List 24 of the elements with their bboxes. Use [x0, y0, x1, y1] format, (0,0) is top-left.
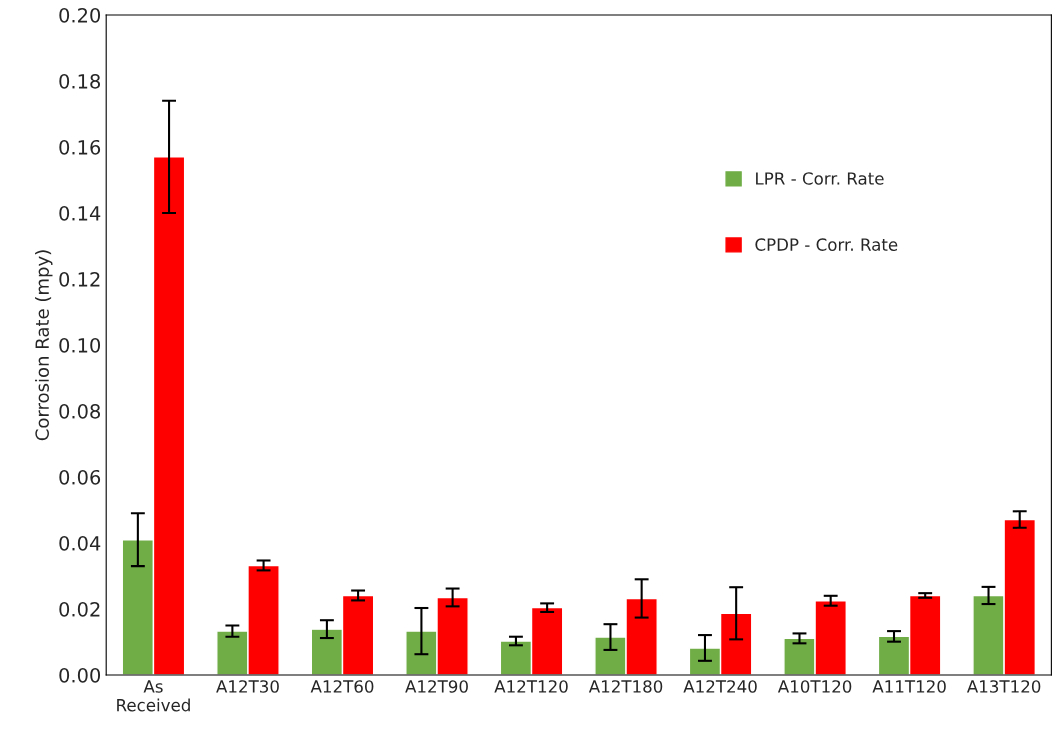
- x-tick-label: A10T120: [777, 680, 852, 693]
- x-tick-label: A13T120: [966, 680, 1041, 693]
- y-tick-label: 0.08: [59, 403, 101, 419]
- x-tick-label: A12T240: [683, 680, 757, 693]
- y-tick-label: 0.10: [59, 337, 101, 353]
- x-tick-label: A11T120: [872, 680, 946, 693]
- y-tick-label: 0.04: [59, 535, 101, 551]
- y-tick-label: 0.18: [59, 73, 101, 89]
- y-tick-label: 0.20: [59, 7, 101, 23]
- legend-label: LPR - Corr. Rate: [756, 172, 884, 185]
- x-tick-label: A12T60: [310, 680, 374, 693]
- x-tick-label: A12T180: [588, 680, 663, 693]
- y-tick-label: 0.06: [59, 469, 101, 485]
- y-tick-label: 0.02: [59, 601, 100, 617]
- y-tick-label: 0.16: [59, 139, 101, 155]
- x-tick-label: A12T90: [405, 680, 468, 693]
- x-tick-label: As Received: [117, 680, 190, 712]
- y-tick-label: 0.12: [59, 271, 100, 287]
- x-tick-label: A12T120: [494, 680, 568, 693]
- x-tick-label: A12T30: [216, 680, 279, 693]
- y-tick-label: 0.14: [59, 205, 101, 221]
- legend-label: CPDP - Corr. Rate: [755, 238, 898, 251]
- y-tick-label: 0.00: [59, 667, 101, 683]
- y-axis-title: Corrosion Rate (mpy): [35, 250, 53, 441]
